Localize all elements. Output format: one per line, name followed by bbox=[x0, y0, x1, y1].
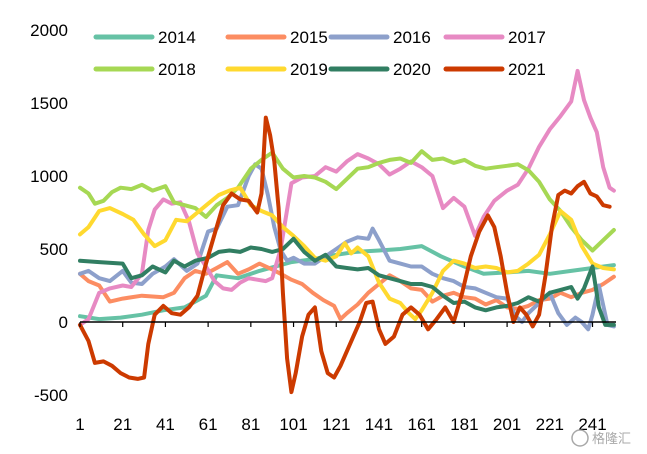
x-tick-label: 121 bbox=[322, 415, 350, 434]
x-tick-label: 161 bbox=[407, 415, 435, 434]
x-axis-tick-labels: 1 21 41 61 81 101 121 141 161 181 201 221 241 bbox=[75, 415, 606, 434]
x-tick-label: 221 bbox=[536, 415, 564, 434]
watermark-text: 格隆汇 bbox=[592, 431, 631, 447]
y-tick-label: 1500 bbox=[30, 94, 68, 113]
y-axis-tick-labels: -500 0 500 1000 1500 2000 bbox=[30, 21, 68, 405]
watermark-logo-icon bbox=[571, 429, 589, 447]
y-tick-label: 1000 bbox=[30, 167, 68, 186]
x-tick-label: 81 bbox=[241, 415, 260, 434]
x-tick-label: 181 bbox=[450, 415, 478, 434]
x-tick-label: 1 bbox=[75, 415, 84, 434]
legend-label-2019: 2019 bbox=[290, 60, 328, 79]
x-tick-label: 241 bbox=[578, 415, 606, 434]
legend-label-2021: 2021 bbox=[508, 60, 546, 79]
x-tick-label: 21 bbox=[113, 415, 132, 434]
y-tick-label: 2000 bbox=[30, 21, 68, 40]
legend-label-2017: 2017 bbox=[508, 28, 546, 47]
y-tick-label: 500 bbox=[40, 240, 68, 259]
y-tick-label: -500 bbox=[34, 386, 68, 405]
series-line-2015 bbox=[78, 260, 616, 322]
watermark: 格隆汇 bbox=[571, 429, 631, 447]
series-line-2019 bbox=[78, 185, 616, 322]
series-line-2018 bbox=[78, 149, 616, 253]
legend-label-2016: 2016 bbox=[393, 28, 431, 47]
legend-label-2020: 2020 bbox=[393, 60, 431, 79]
y-tick-label: 0 bbox=[59, 313, 68, 332]
series-line-2020 bbox=[78, 236, 616, 327]
legend-label-2015: 2015 bbox=[290, 28, 328, 47]
x-tick-label: 61 bbox=[199, 415, 218, 434]
legend: 2014 2015 2016 2017 2018 2019 2020 2021 bbox=[93, 28, 546, 79]
x-tick-label: 41 bbox=[156, 415, 175, 434]
x-tick-label: 101 bbox=[279, 415, 307, 434]
series-lines bbox=[78, 68, 616, 395]
series-line-2017 bbox=[78, 68, 616, 327]
x-axis-tick-marks bbox=[79, 322, 594, 327]
x-tick-label: 201 bbox=[493, 415, 521, 434]
series-line-2021 bbox=[78, 115, 612, 395]
x-tick-label: 141 bbox=[365, 415, 393, 434]
legend-label-2018: 2018 bbox=[158, 60, 196, 79]
legend-label-2014: 2014 bbox=[158, 28, 196, 47]
